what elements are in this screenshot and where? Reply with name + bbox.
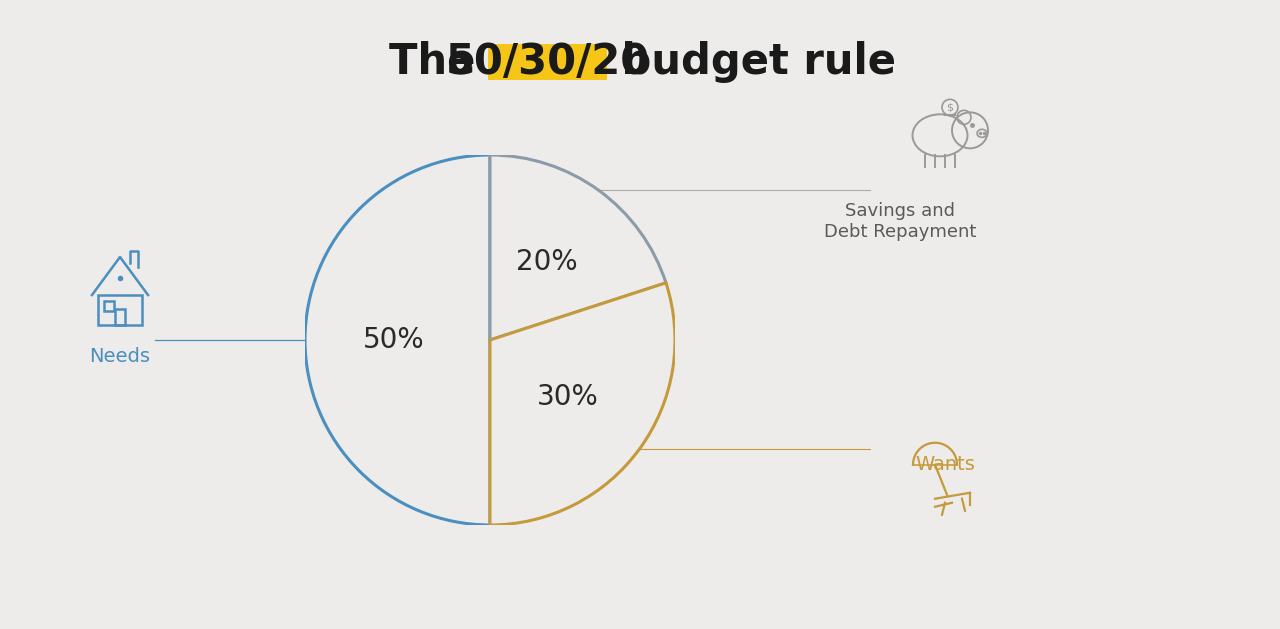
Text: 50%: 50% xyxy=(364,326,425,354)
Bar xyxy=(488,44,607,80)
Text: Needs: Needs xyxy=(90,347,151,366)
Wedge shape xyxy=(305,155,490,525)
Wedge shape xyxy=(490,283,675,525)
Text: 30%: 30% xyxy=(536,382,599,411)
Text: The: The xyxy=(389,41,490,83)
Wedge shape xyxy=(490,155,666,340)
Text: 20%: 20% xyxy=(516,248,577,276)
Text: $: $ xyxy=(946,103,954,113)
Text: budget rule: budget rule xyxy=(607,41,896,83)
Bar xyxy=(99,295,142,325)
Bar xyxy=(104,301,114,311)
Text: Wants: Wants xyxy=(915,455,975,474)
Bar xyxy=(115,309,125,325)
Text: Savings and
Debt Repayment: Savings and Debt Repayment xyxy=(824,203,977,241)
Text: 50/30/20: 50/30/20 xyxy=(445,41,650,83)
